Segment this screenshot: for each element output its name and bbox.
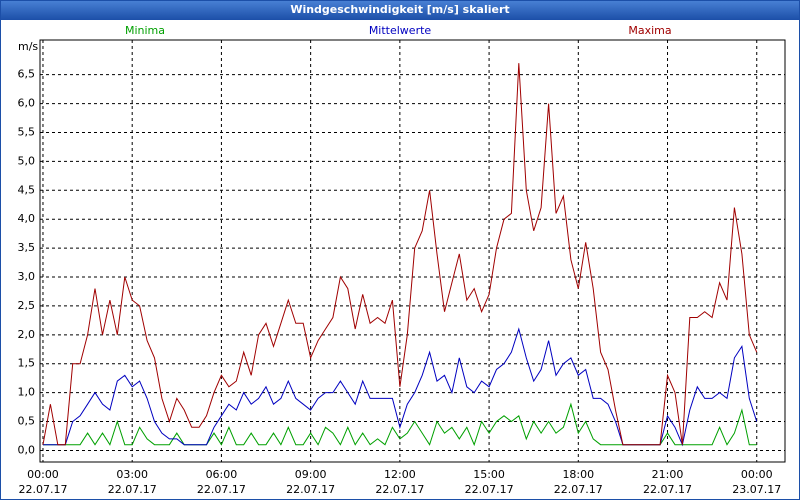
y-tick-label: 4,5 <box>18 183 36 196</box>
x-tick-label: 21:00 <box>652 468 684 481</box>
x-tick-date: 22.07.17 <box>197 483 246 496</box>
x-tick-label: 15:00 <box>473 468 505 481</box>
x-tick-label: 09:00 <box>295 468 327 481</box>
x-tick-date: 22.07.17 <box>108 483 157 496</box>
y-tick-label: 3,0 <box>18 270 36 283</box>
y-tick-label: 2,5 <box>18 299 36 312</box>
x-tick-date: 22.07.17 <box>643 483 692 496</box>
y-tick-label: 0,5 <box>18 415 36 428</box>
title-bar <box>0 0 800 20</box>
x-tick-date: 22.07.17 <box>465 483 514 496</box>
legend-label: Minima <box>125 24 165 37</box>
x-tick-label: 03:00 <box>116 468 148 481</box>
x-tick-date: 22.07.17 <box>375 483 424 496</box>
y-tick-label: 5,0 <box>18 154 36 167</box>
x-tick-date: 22.07.17 <box>286 483 335 496</box>
y-tick-label: 5,5 <box>18 125 36 138</box>
legend-label: Maxima <box>628 24 671 37</box>
y-tick-label: 4,0 <box>18 212 36 225</box>
legend-label: Mittelwerte <box>369 24 432 37</box>
x-tick-label: 18:00 <box>562 468 594 481</box>
y-tick-label: 3,5 <box>18 241 36 254</box>
y-axis-label: m/s <box>18 40 38 53</box>
x-tick-date: 22.07.17 <box>554 483 603 496</box>
y-tick-label: 2,0 <box>18 328 36 341</box>
x-tick-label: 00:00 <box>27 468 59 481</box>
x-tick-date: 23.07.17 <box>732 483 781 496</box>
y-tick-label: 1,5 <box>18 357 36 370</box>
y-tick-label: 6,0 <box>18 97 36 110</box>
y-tick-label: 1,0 <box>18 386 36 399</box>
y-tick-label: 0,0 <box>18 443 36 456</box>
series-line <box>42 63 758 446</box>
x-tick-date: 22.07.17 <box>18 483 67 496</box>
y-tick-label: 6,5 <box>18 68 36 81</box>
plot-frame <box>39 39 786 463</box>
chart-title: Windgeschwindigkeit [m/s] skaliert <box>290 3 509 16</box>
x-tick-label: 06:00 <box>206 468 238 481</box>
x-tick-label: 00:00 <box>741 468 773 481</box>
x-tick-label: 12:00 <box>384 468 416 481</box>
